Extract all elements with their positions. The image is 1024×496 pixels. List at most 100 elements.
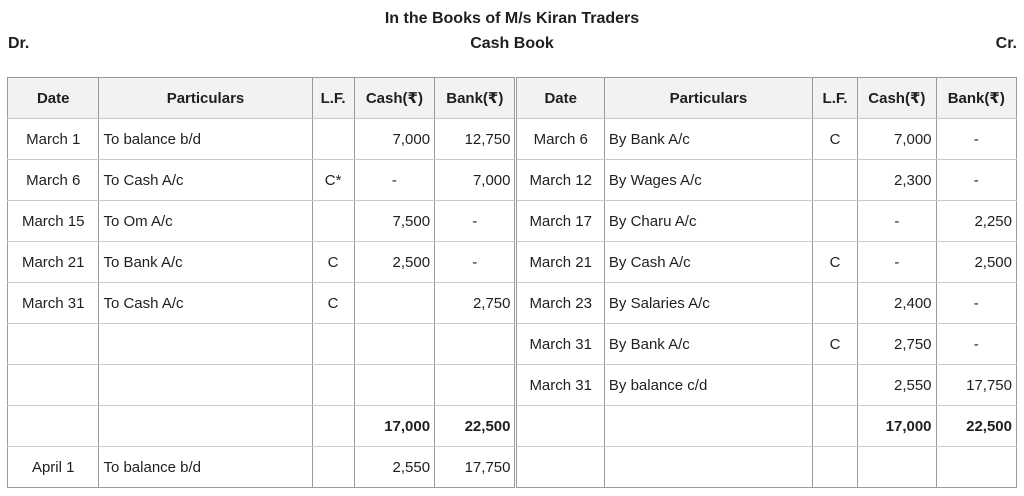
cell-credit-particulars: By Wages A/c bbox=[603, 159, 813, 201]
cell-credit-lf bbox=[811, 159, 859, 201]
cell-credit-cash: 17,000 bbox=[857, 405, 937, 447]
cell-debit-cash: 7,500 bbox=[353, 200, 436, 242]
cell-debit-cash bbox=[353, 282, 436, 324]
cell-debit-lf bbox=[311, 446, 355, 488]
cell-credit-particulars: By Bank A/c bbox=[603, 323, 813, 365]
cell-debit-particulars: To balance b/d bbox=[98, 118, 313, 160]
table-row: March 31 By balance c/d 2,550 17,750 bbox=[6, 364, 1018, 406]
table-row: March 21 To Bank A/c C 2,500- March 21 By Cas… bbox=[6, 241, 1018, 283]
cell-debit-lf bbox=[311, 364, 355, 406]
cell-debit-bank: - bbox=[434, 200, 517, 242]
table-row: March 15 To Om A/c 7,500- March 17 By Charu … bbox=[6, 200, 1018, 242]
cell-credit-bank: 2,250 bbox=[935, 200, 1018, 242]
cell-credit-bank: 17,750 bbox=[935, 364, 1018, 406]
cell-debit-lf bbox=[311, 200, 355, 242]
page-subtitle: Cash Book bbox=[470, 35, 554, 52]
cell-credit-particulars: By Cash A/c bbox=[603, 241, 813, 283]
table-row: April 1 To balance b/d 2,550 17,750 bbox=[6, 446, 1018, 488]
cell-debit-bank: - bbox=[434, 241, 517, 283]
cell-debit-particulars: To Cash A/c bbox=[98, 159, 313, 201]
cell-credit-lf bbox=[811, 200, 859, 242]
cell-credit-bank: - bbox=[935, 159, 1018, 201]
col-header-credit-bank: Bank(₹) bbox=[935, 77, 1018, 119]
cell-debit-particulars: To Om A/c bbox=[98, 200, 313, 242]
cell-credit-date: March 31 bbox=[514, 323, 605, 365]
cell-debit-particulars bbox=[98, 405, 313, 447]
cell-credit-lf: C bbox=[811, 323, 859, 365]
cell-debit-bank: 7,000 bbox=[434, 159, 517, 201]
book-title: In the Books of M/s Kiran Traders bbox=[384, 10, 640, 27]
col-header-debit-particulars: Particulars bbox=[98, 77, 313, 119]
cell-credit-particulars: By Salaries A/c bbox=[603, 282, 813, 324]
cell-credit-bank: 2,500 bbox=[935, 241, 1018, 283]
cell-credit-cash: - bbox=[857, 241, 937, 283]
cell-debit-date bbox=[6, 364, 100, 406]
cell-credit-cash: 2,550 bbox=[857, 364, 937, 406]
cell-debit-cash bbox=[353, 364, 436, 406]
cell-credit-particulars bbox=[603, 446, 813, 488]
cell-debit-bank: 2,750 bbox=[434, 282, 517, 324]
cell-credit-bank: 22,500 bbox=[935, 405, 1018, 447]
cell-credit-cash: 2,300 bbox=[857, 159, 937, 201]
col-header-debit-date: Date bbox=[6, 77, 100, 119]
cell-debit-lf: C bbox=[311, 241, 355, 283]
cell-credit-date: March 6 bbox=[514, 118, 605, 160]
cell-credit-particulars: By Charu A/c bbox=[603, 200, 813, 242]
cell-debit-date bbox=[6, 323, 100, 365]
table-row: March 6 To Cash A/c C* -7,000 March 12 By Wag… bbox=[6, 159, 1018, 201]
cell-debit-lf bbox=[311, 323, 355, 365]
col-header-debit-bank: Bank(₹) bbox=[434, 77, 517, 119]
cell-credit-cash: 7,000 bbox=[857, 118, 937, 160]
cell-debit-lf bbox=[311, 118, 355, 160]
table-row: March 31 To Cash A/c C 2,750 March 23 By Sala… bbox=[6, 282, 1018, 324]
cell-credit-date: March 31 bbox=[514, 364, 605, 406]
cell-debit-bank: 12,750 bbox=[434, 118, 517, 160]
cell-debit-cash: 2,500 bbox=[353, 241, 436, 283]
cell-debit-cash: 17,000 bbox=[353, 405, 436, 447]
cell-credit-lf: C bbox=[811, 241, 859, 283]
col-header-debit-lf: L.F. bbox=[311, 77, 355, 119]
cell-credit-date bbox=[514, 446, 605, 488]
col-header-credit-lf: L.F. bbox=[811, 77, 859, 119]
cell-credit-bank: - bbox=[935, 118, 1018, 160]
cell-credit-lf bbox=[811, 446, 859, 488]
cell-credit-date: March 21 bbox=[514, 241, 605, 283]
cell-credit-particulars: By Bank A/c bbox=[603, 118, 813, 160]
cell-debit-particulars: To Bank A/c bbox=[98, 241, 313, 283]
cell-credit-bank bbox=[935, 446, 1018, 488]
cell-debit-date: April 1 bbox=[6, 446, 100, 488]
cell-debit-bank: 17,750 bbox=[434, 446, 517, 488]
cell-debit-date: March 21 bbox=[6, 241, 100, 283]
cell-debit-lf: C bbox=[311, 282, 355, 324]
header-row: Date Particulars L.F. Cash(₹) Bank(₹) Date Par… bbox=[6, 77, 1018, 119]
cell-credit-particulars: By balance c/d bbox=[603, 364, 813, 406]
cell-credit-date bbox=[514, 405, 605, 447]
cell-credit-lf bbox=[811, 364, 859, 406]
col-header-credit-cash: Cash(₹) bbox=[857, 77, 937, 119]
col-header-credit-particulars: Particulars bbox=[603, 77, 813, 119]
cell-debit-bank bbox=[434, 364, 517, 406]
cell-debit-cash bbox=[353, 323, 436, 365]
cell-credit-date: March 12 bbox=[514, 159, 605, 201]
table-row: March 31 By Bank A/c C 2,750- bbox=[6, 323, 1018, 365]
cell-credit-lf bbox=[811, 405, 859, 447]
cell-credit-lf: C bbox=[811, 118, 859, 160]
col-header-credit-date: Date bbox=[514, 77, 605, 119]
cell-credit-cash: - bbox=[857, 200, 937, 242]
cell-debit-bank: 22,500 bbox=[434, 405, 517, 447]
cell-debit-date: March 6 bbox=[6, 159, 100, 201]
cell-credit-date: March 23 bbox=[514, 282, 605, 324]
cell-debit-date: March 31 bbox=[6, 282, 100, 324]
cell-credit-bank: - bbox=[935, 282, 1018, 324]
cell-debit-particulars bbox=[98, 323, 313, 365]
cell-debit-date: March 15 bbox=[6, 200, 100, 242]
cell-debit-date: March 1 bbox=[6, 118, 100, 160]
table-row: 17,000 22,500 17,000 22,500 bbox=[6, 405, 1018, 447]
cr-label: Cr. bbox=[995, 35, 1017, 52]
cell-debit-lf bbox=[311, 405, 355, 447]
cash-book-table: Date Particulars L.F. Cash(₹) Bank(₹) Date Par… bbox=[6, 77, 1018, 488]
cell-debit-particulars: To Cash A/c bbox=[98, 282, 313, 324]
cell-credit-date: March 17 bbox=[514, 200, 605, 242]
cell-debit-particulars: To balance b/d bbox=[98, 446, 313, 488]
